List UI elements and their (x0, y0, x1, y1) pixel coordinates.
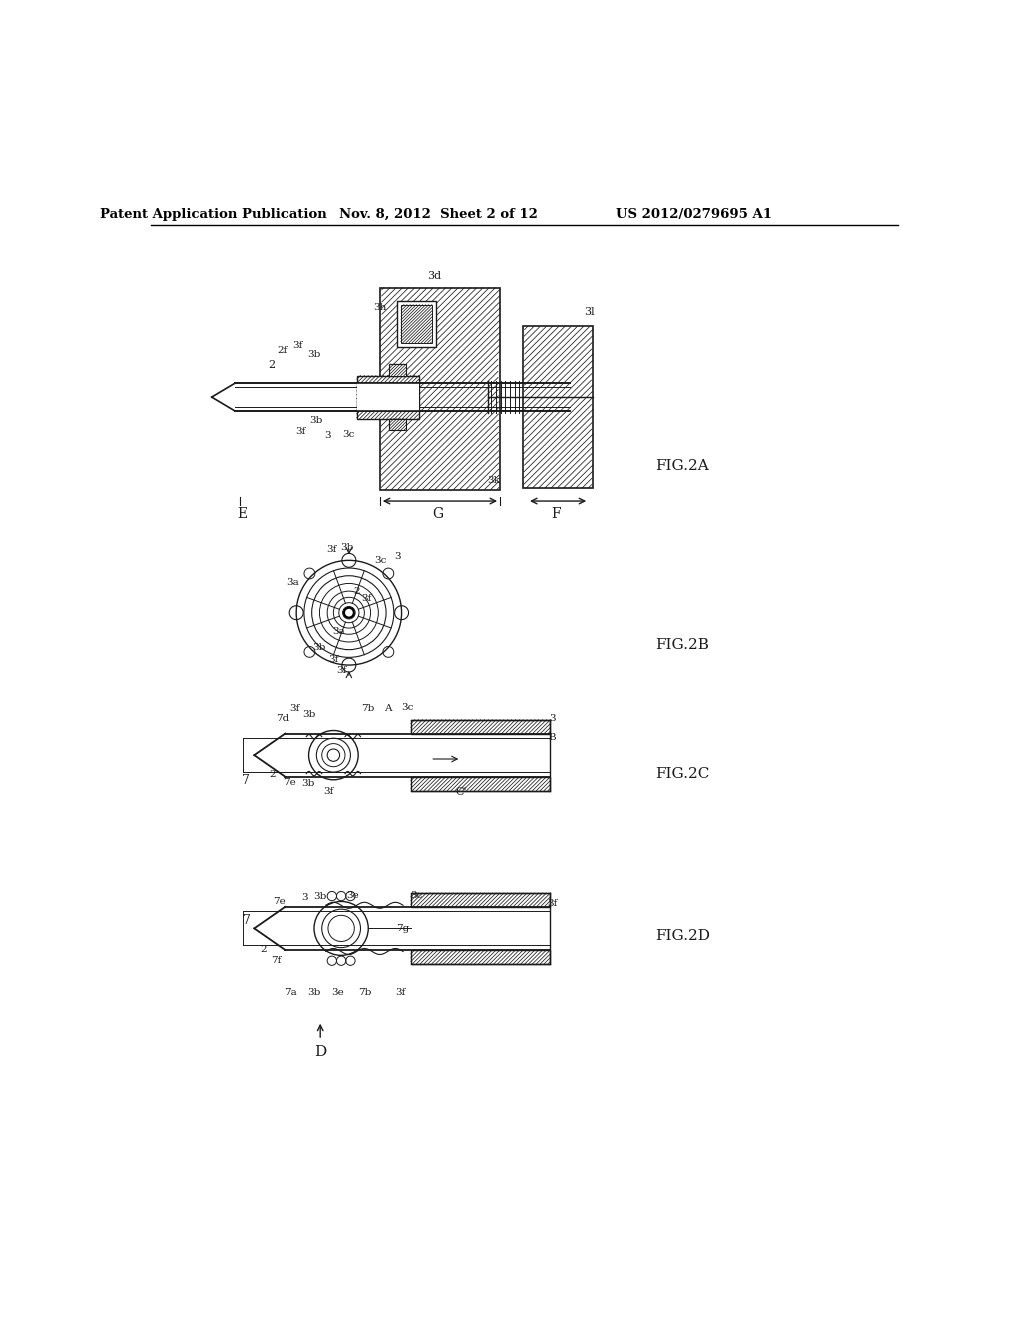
Text: 3f: 3f (292, 341, 302, 350)
Text: 7b: 7b (357, 987, 371, 997)
Text: 3b: 3b (309, 416, 323, 425)
Text: 7d: 7d (276, 714, 290, 723)
Text: 2: 2 (269, 770, 276, 779)
Bar (389, 418, 407, 430)
Text: 2: 2 (268, 360, 274, 370)
Bar (411, 776, 550, 791)
Text: 3b: 3b (312, 643, 326, 652)
Text: C': C' (456, 787, 467, 797)
Text: 3f: 3f (336, 667, 346, 675)
Text: 3f: 3f (395, 987, 406, 997)
Bar (411, 950, 550, 964)
Bar (400, 305, 432, 343)
Text: 7a: 7a (285, 987, 297, 997)
Text: Patent Application Publication: Patent Application Publication (100, 209, 327, 222)
Bar (356, 376, 419, 418)
Text: 2f: 2f (278, 346, 288, 355)
Text: 3k: 3k (487, 475, 501, 484)
Text: G: G (432, 507, 443, 521)
Text: 7: 7 (243, 915, 251, 927)
Text: 3b: 3b (307, 987, 321, 997)
Text: 7: 7 (242, 774, 250, 787)
Text: FIG.2D: FIG.2D (655, 929, 710, 942)
Text: 3b: 3b (307, 350, 321, 359)
Text: 3b: 3b (313, 891, 327, 900)
Circle shape (345, 609, 352, 616)
Circle shape (328, 748, 340, 762)
Text: 3f: 3f (328, 655, 339, 664)
Text: 3f: 3f (326, 545, 336, 554)
Text: B: B (549, 733, 556, 742)
Text: 2: 2 (353, 587, 360, 597)
Text: 3f: 3f (295, 428, 305, 436)
Text: 3l: 3l (585, 308, 595, 317)
Text: 3h: 3h (373, 302, 387, 312)
Text: 7f: 7f (271, 956, 282, 965)
Text: 3e: 3e (346, 891, 359, 900)
Text: 7b: 7b (361, 705, 375, 713)
Text: 3f: 3f (548, 899, 558, 908)
Text: 3b: 3b (341, 543, 354, 552)
Circle shape (343, 607, 355, 619)
Text: 3a: 3a (333, 627, 345, 636)
Text: 3e: 3e (331, 987, 344, 997)
Text: D: D (314, 1044, 327, 1059)
Bar (380, 288, 500, 490)
Text: FIG.2C: FIG.2C (655, 767, 710, 781)
Text: 7e: 7e (283, 777, 296, 787)
Text: 3f: 3f (290, 705, 300, 713)
Text: 3f: 3f (323, 787, 333, 796)
Text: 3f: 3f (361, 594, 372, 602)
Text: 3c: 3c (400, 704, 414, 711)
Text: 3d: 3d (427, 271, 441, 281)
Text: 3: 3 (301, 894, 308, 902)
Text: 2: 2 (260, 945, 267, 954)
Text: 3c: 3c (343, 429, 355, 438)
Text: FIG.2B: FIG.2B (655, 638, 709, 652)
Bar (389, 364, 407, 376)
Text: 3: 3 (325, 432, 331, 440)
Text: 3c: 3c (411, 891, 423, 900)
Bar (356, 383, 419, 411)
Text: US 2012/0279695 A1: US 2012/0279695 A1 (615, 209, 772, 222)
Bar (523, 326, 593, 488)
Text: 3a: 3a (286, 578, 299, 587)
Text: E: E (238, 507, 248, 521)
Text: A: A (384, 705, 391, 713)
Text: 7e: 7e (272, 898, 286, 906)
Text: Nov. 8, 2012  Sheet 2 of 12: Nov. 8, 2012 Sheet 2 of 12 (339, 209, 538, 222)
Text: 3c: 3c (375, 556, 387, 565)
Bar (411, 719, 550, 734)
Bar (397, 301, 435, 347)
Text: 3b: 3b (302, 710, 315, 719)
Text: F: F (552, 507, 561, 521)
Text: 3b: 3b (301, 779, 314, 788)
Text: 3: 3 (394, 552, 401, 561)
Bar (411, 892, 550, 907)
Text: 3: 3 (550, 714, 556, 723)
Text: FIG.2A: FIG.2A (655, 459, 709, 474)
Text: 7g: 7g (396, 924, 410, 933)
